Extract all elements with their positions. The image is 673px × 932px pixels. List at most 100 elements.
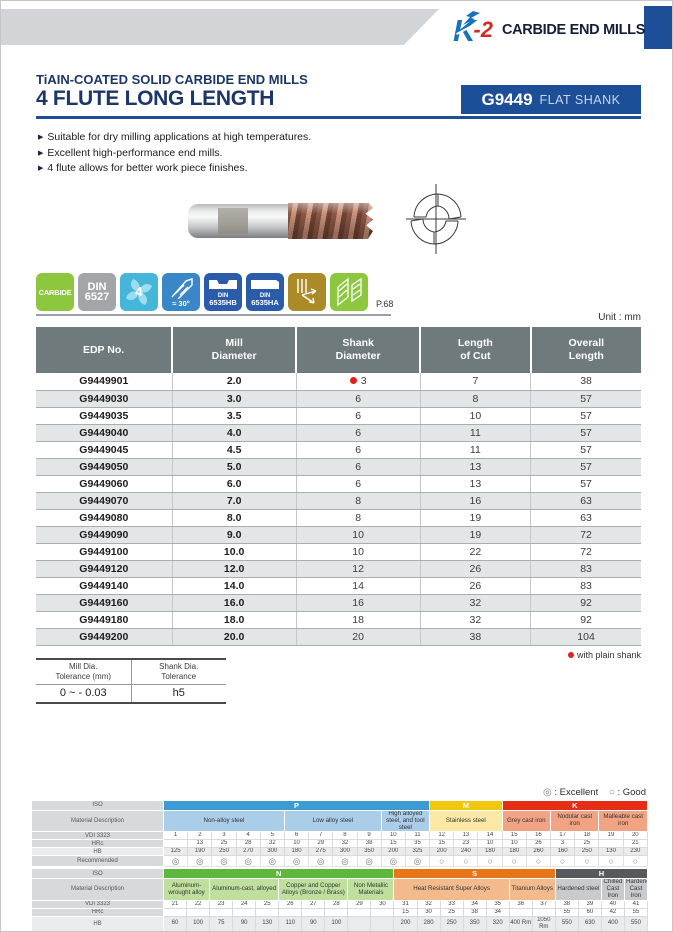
material-cell: Non Metallic Materials bbox=[347, 878, 395, 901]
vdi-cell: 35 bbox=[485, 899, 510, 909]
shank-flat bbox=[218, 208, 248, 234]
material-cell: Hardened Cast Iron bbox=[623, 878, 649, 901]
mill-dia-cell: 3.5 bbox=[171, 407, 297, 425]
col-shank-dia-tolerance: Shank Dia. Tolerance bbox=[130, 658, 226, 685]
cut-length-cell: 26 bbox=[419, 577, 531, 595]
material-cell: High alloyed steel, and tool steel bbox=[380, 809, 431, 833]
mill-dia-cell: 4.0 bbox=[171, 424, 297, 442]
vdi-cell: 32 bbox=[416, 899, 441, 909]
material-cell: Low alloy steel bbox=[283, 809, 382, 833]
series-code: G9449 bbox=[481, 89, 533, 109]
material-cell: Copper and Copper Alloys (Bronze / Brass… bbox=[278, 878, 349, 901]
hb-cell: 260 bbox=[525, 847, 552, 857]
rating-empty bbox=[370, 930, 395, 931]
rating-excellent: ◎ bbox=[308, 855, 334, 868]
hb-cell bbox=[370, 915, 395, 931]
row-label: ISO bbox=[31, 800, 164, 811]
shank-dia-cell: 8 bbox=[295, 509, 421, 527]
spec-table: EDP No. Mill Diameter Shank Diameter Len… bbox=[36, 327, 641, 646]
rating-empty bbox=[623, 930, 649, 931]
vdi-cell: 10 bbox=[380, 831, 406, 841]
hrc-cell bbox=[162, 907, 188, 917]
edp-cell: G9449050 bbox=[36, 458, 173, 476]
hb-cell: 250 bbox=[574, 847, 600, 857]
tolerance-values: 0 ~ - 0.03 h5 bbox=[36, 684, 226, 704]
hrc-cell bbox=[186, 907, 211, 917]
hb-cell: 160 bbox=[549, 847, 576, 857]
rating-good: ○ bbox=[324, 930, 349, 931]
vdi-cell: 39 bbox=[577, 899, 602, 909]
hb-cell: 550 bbox=[554, 915, 579, 931]
hrc-cell bbox=[255, 907, 280, 917]
hrc-cell: 32 bbox=[259, 839, 285, 849]
hb-cell: 200 bbox=[380, 847, 406, 857]
hb-cell: 300 bbox=[332, 847, 358, 857]
hb-cell: 200 bbox=[393, 915, 418, 931]
mill-dia-cell: 16.0 bbox=[171, 594, 297, 612]
shank-dia-cell: 10 bbox=[295, 543, 421, 561]
table-row: G9449100 10.0 10 22 72 bbox=[36, 543, 641, 561]
hrc-cell: 15 bbox=[429, 839, 455, 849]
hrc-cell: 32 bbox=[332, 839, 358, 849]
edp-cell: G9449090 bbox=[36, 526, 173, 544]
overall-length-cell: 72 bbox=[530, 543, 641, 561]
overall-length-cell: 92 bbox=[530, 594, 641, 612]
hb-cell: 125 bbox=[162, 847, 189, 857]
vdi-cell: 21 bbox=[162, 899, 188, 909]
shank-dia-cell: 6 bbox=[295, 441, 421, 459]
hrc-cell bbox=[278, 907, 303, 917]
mill-dia-cell: 6.0 bbox=[171, 475, 297, 493]
edp-cell: G9449180 bbox=[36, 611, 173, 629]
cut-length-cell: 13 bbox=[419, 458, 531, 476]
edp-cell: G9449035 bbox=[36, 407, 173, 425]
material-application-chart: ISO P M K Material Description Non-alloy stee… bbox=[31, 800, 649, 931]
mill-dia-cell: 10.0 bbox=[171, 543, 297, 561]
shank-dia-cell: 6 bbox=[295, 390, 421, 408]
rating-good: ○ bbox=[477, 855, 503, 868]
table-row: G9449080 8.0 8 19 63 bbox=[36, 509, 641, 527]
vdi-cell: 34 bbox=[462, 899, 487, 909]
hb-cell: 320 bbox=[485, 915, 510, 931]
carbide-material-icon: CARBIDE bbox=[36, 273, 74, 311]
rating-good: ○ bbox=[232, 930, 257, 931]
overall-length-cell: 63 bbox=[530, 492, 641, 510]
edp-cell: G9449120 bbox=[36, 560, 173, 578]
rating-good: ○ bbox=[429, 855, 455, 868]
hrc-cell: 25 bbox=[211, 839, 237, 849]
hrc-cell bbox=[209, 907, 234, 917]
col-shank-diameter: Shank Diameter bbox=[295, 327, 421, 373]
hrc-cell: 10 bbox=[501, 839, 527, 849]
vdi-cell: 24 bbox=[232, 899, 257, 909]
hrc-cell: 55 bbox=[554, 907, 579, 917]
hrc-cell: 26 bbox=[525, 839, 552, 849]
hb-cell: 230 bbox=[622, 847, 649, 857]
hrc-cell: 25 bbox=[574, 839, 600, 849]
mill-dia-cell: 4.5 bbox=[171, 441, 297, 459]
row-label: HB bbox=[31, 915, 164, 931]
tolerance-header: Mill Dia. Tolerance (mm) Shank Dia. Tole… bbox=[36, 658, 226, 685]
overall-length-cell: 92 bbox=[530, 611, 641, 629]
hrc-cell: 35 bbox=[404, 839, 431, 849]
table-row: G9449200 20.0 20 38 104 bbox=[36, 628, 641, 646]
hb-cell: 130 bbox=[598, 847, 624, 857]
edp-cell: G9449160 bbox=[36, 594, 173, 612]
row-label: ISO bbox=[31, 868, 164, 880]
vdi-cell: 4 bbox=[235, 831, 261, 841]
vdi-cell: 41 bbox=[623, 899, 649, 909]
vdi-cell: 5 bbox=[259, 831, 285, 841]
hb-cell: 250 bbox=[439, 915, 464, 931]
cut-length-cell: 19 bbox=[419, 509, 531, 527]
row-label: Material Description bbox=[31, 878, 164, 901]
rating-good: ○ bbox=[598, 855, 624, 868]
table-row: G9449090 9.0 10 19 72 bbox=[36, 526, 641, 544]
hb-cell: 110 bbox=[278, 915, 303, 931]
rating-excellent: ◎ bbox=[404, 855, 431, 868]
material-cell: Stainless steel bbox=[429, 809, 503, 833]
vdi-cell: 40 bbox=[600, 899, 625, 909]
material-cell: Aluminum-wrought alloy bbox=[162, 878, 211, 901]
vdi-cell: 13 bbox=[453, 831, 479, 841]
hrc-cell bbox=[324, 907, 349, 917]
hb-cell: 350 bbox=[356, 847, 382, 857]
edp-cell: G9449070 bbox=[36, 492, 173, 510]
brand-k: K bbox=[453, 10, 480, 46]
